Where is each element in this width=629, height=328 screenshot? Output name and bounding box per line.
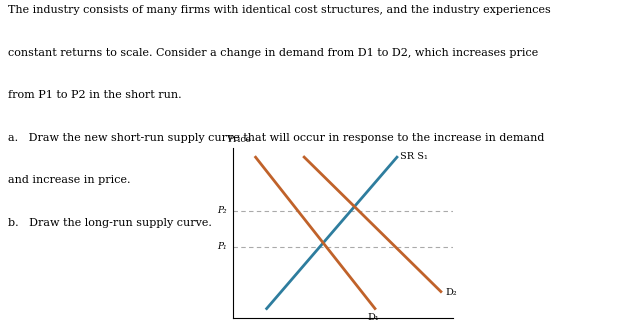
Text: b.   Draw the long-run supply curve.: b. Draw the long-run supply curve. (8, 218, 211, 228)
Text: Price: Price (227, 135, 251, 144)
Text: D₁: D₁ (368, 313, 379, 322)
Text: constant returns to scale. Consider a change in demand from D1 to D2, which incr: constant returns to scale. Consider a ch… (8, 48, 538, 57)
Text: P₂: P₂ (218, 206, 227, 215)
Text: The industry consists of many firms with identical cost structures, and the indu: The industry consists of many firms with… (8, 5, 550, 15)
Text: D₂: D₂ (445, 288, 457, 297)
Text: a.   Draw the new short-run supply curve that will occur in response to the incr: a. Draw the new short-run supply curve t… (8, 133, 544, 143)
Text: P₁: P₁ (218, 242, 227, 251)
Text: from P1 to P2 in the short run.: from P1 to P2 in the short run. (8, 90, 181, 100)
Text: SR S₁: SR S₁ (400, 152, 428, 161)
Text: and increase in price.: and increase in price. (8, 175, 130, 185)
